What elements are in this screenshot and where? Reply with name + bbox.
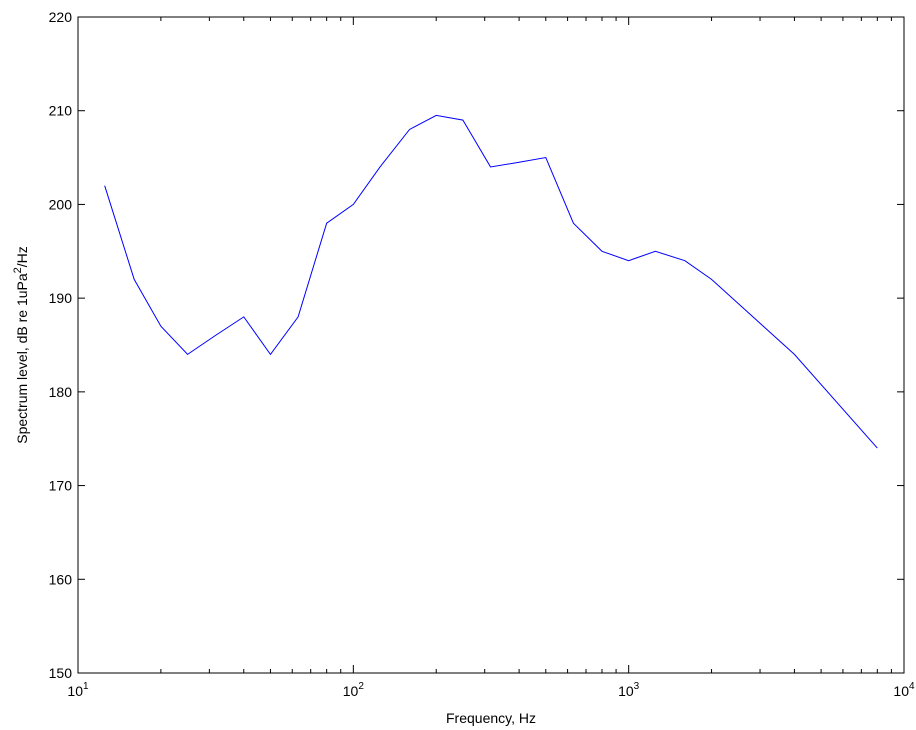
y-tick-label: 200	[49, 196, 73, 212]
x-tick-label-exponent: 2	[358, 681, 364, 692]
y-tick-label: 150	[49, 665, 73, 681]
x-tick-label: 102	[343, 681, 365, 699]
y-tick-label: 180	[49, 384, 73, 400]
x-tick-label-base: 10	[893, 683, 909, 699]
y-axis-label: Spectrum level, dB re 1uPa2/Hz	[12, 246, 30, 444]
x-tick-label: 101	[67, 681, 89, 699]
axes-frame	[77, 16, 905, 674]
x-tick-label: 103	[618, 681, 640, 699]
y-tick-label: 170	[49, 478, 73, 494]
x-tick-label-exponent: 4	[909, 681, 915, 692]
y-axis-label-tail: /Hz	[14, 246, 30, 267]
x-tick-label: 104	[893, 681, 915, 699]
plot-area	[77, 16, 905, 674]
series-line	[104, 114, 878, 449]
x-tick-label-exponent: 3	[634, 681, 640, 692]
x-tick-label-base: 10	[343, 683, 359, 699]
x-tick-label-exponent: 1	[83, 681, 89, 692]
y-axis-label-superscript: 2	[12, 267, 24, 273]
y-tick-label: 190	[49, 290, 73, 306]
x-tick-label-base: 10	[618, 683, 634, 699]
x-axis-label: Frequency, Hz	[446, 710, 536, 726]
y-tick-label: 220	[49, 9, 73, 25]
series-layer	[104, 114, 878, 449]
x-tick-label-base: 10	[67, 683, 83, 699]
y-tick-label: 160	[49, 571, 73, 587]
y-axis-label-main: Spectrum level, dB re 1uPa	[14, 273, 30, 444]
y-tick-label: 210	[49, 103, 73, 119]
